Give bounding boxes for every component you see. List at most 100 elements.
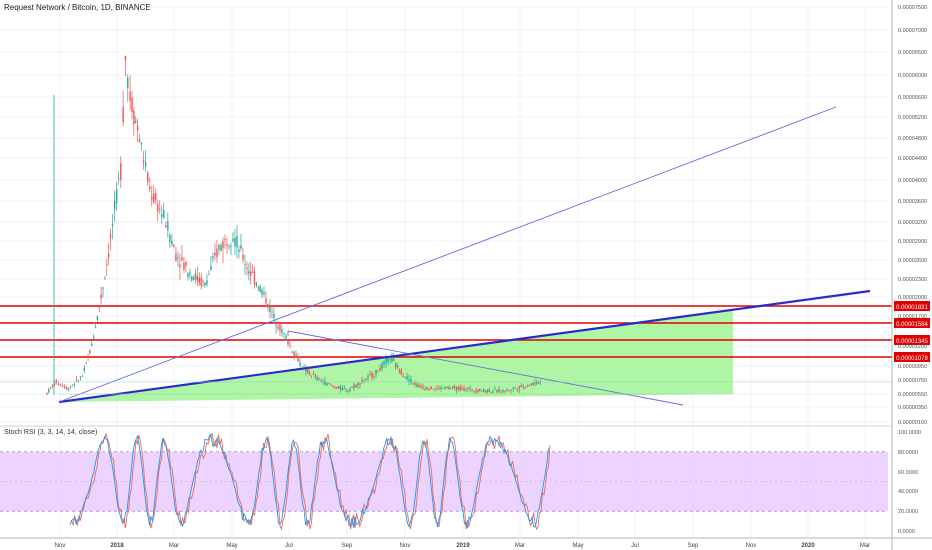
time-tick-label: 2019	[456, 543, 470, 549]
candle-body	[48, 389, 50, 393]
candle-body	[267, 304, 269, 308]
candle-body	[526, 386, 528, 387]
candle-body	[255, 283, 258, 286]
candle-body	[502, 389, 504, 392]
price-tick-label: 0.00004000	[898, 178, 927, 184]
candle-body	[500, 392, 502, 394]
long-trend-line	[58, 106, 837, 403]
candle-body	[408, 379, 410, 382]
candle-body	[165, 225, 167, 228]
candle-body	[422, 387, 424, 389]
time-tick-label: Nov	[746, 543, 757, 549]
time-tick-label: May	[226, 543, 237, 549]
candle-body	[122, 107, 124, 123]
candle-body	[400, 369, 402, 375]
candle-body	[381, 363, 383, 369]
candle-body	[488, 389, 490, 393]
price-tick-label: 0.00007000	[898, 28, 927, 34]
candle-body	[494, 388, 496, 390]
candle-body	[159, 208, 161, 210]
candle-body	[514, 387, 516, 389]
trend-lines[interactable]	[0, 106, 892, 406]
candle-body	[404, 377, 406, 379]
candle-body	[475, 390, 477, 393]
candle-body	[63, 386, 66, 388]
candle-body	[135, 120, 137, 123]
candle-body	[448, 387, 450, 389]
candle-body	[224, 238, 226, 241]
candle-body	[424, 388, 426, 390]
candle-body	[194, 273, 197, 280]
candle-body	[248, 271, 250, 274]
candle-body	[179, 264, 181, 268]
candle-body	[457, 386, 460, 390]
candle-body	[102, 287, 104, 289]
candle-body	[482, 389, 485, 392]
candle-body	[73, 384, 76, 386]
candle-body	[332, 385, 334, 387]
price-tick-label: 0.00006000	[898, 73, 927, 79]
candle-body	[532, 382, 534, 386]
candle-body	[118, 178, 120, 180]
candle-body	[85, 362, 87, 364]
price-tick-label: 0.00001700	[898, 314, 927, 320]
candle-body	[536, 381, 538, 385]
price-level-label: 0.00001345	[896, 339, 928, 345]
candle-body	[169, 235, 171, 243]
candle-body	[524, 387, 526, 389]
candle-body	[471, 389, 473, 391]
candle-body	[277, 326, 279, 329]
candle-body	[442, 388, 444, 389]
stoch-rsi-title: Stoch RSI (3, 3, 14, 14, close)	[4, 429, 98, 436]
candle-body	[46, 392, 48, 395]
candle-body	[452, 386, 454, 389]
candle-body	[246, 267, 248, 269]
candle-body	[453, 386, 456, 388]
price-tick-label: 0.00001200	[898, 344, 927, 350]
candle-body	[98, 306, 100, 308]
candle-body	[206, 280, 208, 285]
candle-body	[410, 379, 412, 383]
candle-body	[214, 252, 216, 256]
candle-body	[504, 390, 506, 392]
time-tick-label: Sep	[688, 543, 699, 549]
price-tick-label: 0.00005600	[898, 95, 927, 101]
candle-body	[385, 358, 387, 363]
candle-body	[393, 359, 395, 361]
candlestick-series	[46, 55, 542, 396]
candle-body	[343, 388, 345, 389]
candle-body	[371, 372, 373, 378]
candle-body	[177, 256, 179, 259]
candle-body	[467, 388, 469, 390]
candle-body	[367, 376, 369, 379]
price-tick-label: 0.00002300	[898, 277, 927, 283]
candle-body	[486, 389, 488, 393]
candle-body	[279, 324, 281, 331]
candle-body	[142, 160, 145, 163]
candle-body	[293, 351, 295, 356]
candle-body	[496, 389, 498, 393]
candle-body	[353, 384, 355, 389]
candle-body	[175, 254, 177, 261]
candle-body	[111, 224, 114, 227]
candle-body	[75, 379, 78, 381]
candle-body	[115, 189, 118, 204]
candle-body	[100, 294, 102, 299]
candle-body	[363, 380, 365, 382]
price-level-tag	[894, 352, 930, 362]
candle-body	[218, 245, 220, 250]
candle-body	[120, 163, 122, 180]
candle-body	[94, 327, 97, 328]
candle-body	[398, 369, 401, 372]
candle-body	[167, 221, 169, 231]
candle-body	[530, 383, 532, 385]
candle-body	[373, 376, 375, 378]
candle-body	[450, 388, 452, 389]
rsi-tick-label: 40.0000	[898, 489, 918, 495]
candle-body	[238, 249, 240, 252]
candle-body	[396, 365, 399, 368]
candle-body	[124, 55, 127, 61]
chart-title: Request Network / Bitcoin, 1D, BINANCE	[4, 3, 151, 12]
